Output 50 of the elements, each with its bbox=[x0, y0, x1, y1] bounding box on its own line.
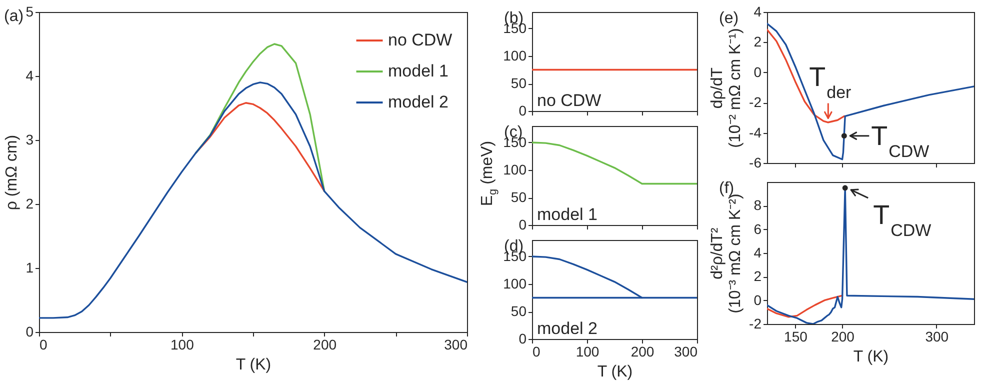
y-axis-title: Eg (meV) bbox=[479, 140, 499, 206]
y-tick-label: 0 bbox=[518, 216, 527, 232]
y-tick-label: -2 bbox=[749, 94, 762, 110]
y-tick-label: 4 bbox=[26, 68, 34, 84]
chart-title: (e) bbox=[719, 10, 739, 27]
y-tick-label: 0 bbox=[754, 64, 762, 80]
y-tick-label: -4 bbox=[749, 124, 762, 140]
x-tick-label: 300 bbox=[444, 336, 468, 352]
x-tick-label: 200 bbox=[313, 336, 337, 352]
y-axis-title: ρ (mΩ cm) bbox=[4, 134, 21, 210]
y-tick-label: 8 bbox=[754, 197, 762, 214]
y-tick-label: 2 bbox=[754, 268, 762, 284]
y-tick-label: 4 bbox=[754, 244, 762, 260]
y-axis-title: dρ/dT (10⁻² mΩ cm K⁻¹) bbox=[709, 28, 744, 148]
annotation: model 1 bbox=[537, 205, 598, 224]
x-axis-title: T (K) bbox=[597, 364, 633, 380]
y-tick-label: 100 bbox=[503, 276, 527, 292]
x-axis-title: T (K) bbox=[236, 356, 272, 374]
y-tick-label: 100 bbox=[503, 48, 527, 64]
x-tick-label: 200 bbox=[831, 328, 855, 344]
y-tick-label: 1 bbox=[26, 260, 34, 276]
y-tick-label: 50 bbox=[510, 189, 527, 205]
x-tick-label: 300 bbox=[925, 328, 949, 344]
legend-label: model 1 bbox=[388, 62, 448, 80]
x-axis-title: T (K) bbox=[853, 348, 889, 366]
y-tick-label: 0 bbox=[754, 292, 762, 308]
legend-label: model 2 bbox=[388, 92, 448, 112]
annotation: no CDW bbox=[537, 91, 602, 110]
y-tick-label: 6 bbox=[754, 220, 762, 237]
chart-title: (a) bbox=[4, 8, 24, 25]
y-tick-label: 100 bbox=[503, 162, 527, 178]
x-tick-label: 0 bbox=[532, 344, 540, 360]
y-tick-label: 2 bbox=[26, 196, 34, 212]
y-tick-label: 0 bbox=[518, 102, 527, 118]
annotation: model 2 bbox=[537, 319, 598, 338]
y-tick-label: -6 bbox=[749, 154, 762, 170]
y-tick-label: 4 bbox=[754, 4, 762, 20]
y-tick-label: 3 bbox=[26, 132, 34, 148]
y-tick-label: 2 bbox=[754, 34, 762, 50]
y-tick-label: 50 bbox=[510, 75, 527, 91]
x-tick-label: 0 bbox=[40, 336, 48, 352]
legend-label: no CDW bbox=[388, 30, 452, 50]
x-tick-label: 150 bbox=[784, 328, 808, 344]
y-tick-label: 50 bbox=[510, 303, 527, 319]
x-tick-label: 100 bbox=[170, 336, 194, 352]
x-tick-label: 100 bbox=[576, 344, 600, 360]
x-tick-label: 200 bbox=[630, 344, 654, 360]
y-tick-label: 5 bbox=[26, 4, 34, 20]
x-tick-label: 300 bbox=[674, 344, 698, 360]
y-tick-label: -2 bbox=[749, 316, 762, 332]
